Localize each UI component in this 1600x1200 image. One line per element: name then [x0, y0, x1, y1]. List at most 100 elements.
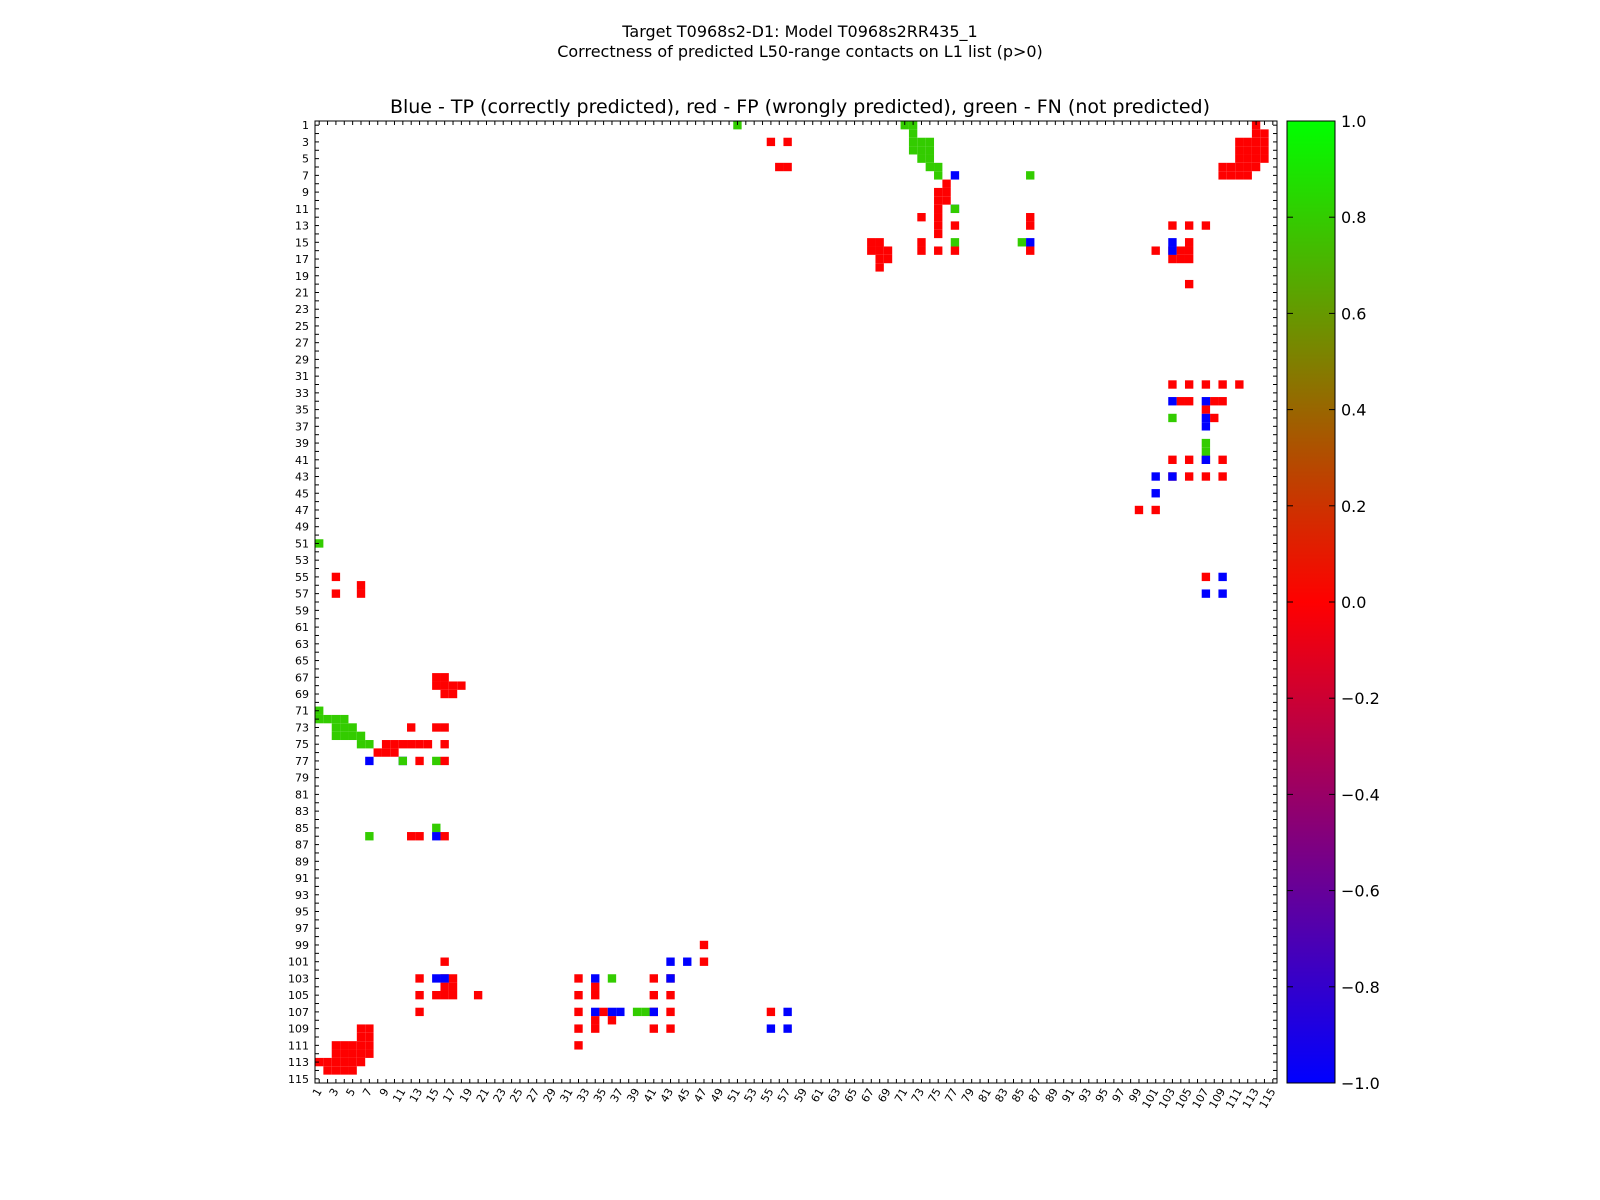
cell-fp-73-15	[432, 723, 441, 732]
cell-fp-17-105	[1184, 254, 1194, 264]
x-tick-label: 75	[926, 1086, 944, 1105]
cell-tp-103-15	[432, 974, 441, 983]
cell-fn-5-73	[917, 154, 926, 163]
cell-fp-16-67	[867, 246, 876, 255]
x-tick-label: 57	[775, 1086, 793, 1105]
cell-fn-7-86	[1026, 171, 1035, 180]
cell-fp-76-10	[390, 748, 399, 757]
cell-fp-3-57	[783, 137, 792, 147]
x-tick-label: 65	[842, 1086, 860, 1105]
cell-fp-77-13	[415, 756, 424, 766]
y-tick-label: 11	[295, 203, 309, 216]
cell-fp-4-112	[1243, 146, 1252, 155]
cell-fp-5-112	[1243, 154, 1252, 163]
cell-fp-56-6	[356, 581, 366, 590]
x-tick-label: 29	[541, 1086, 559, 1105]
cell-tp-15-103	[1168, 238, 1177, 247]
y-tick-label: 13	[295, 220, 309, 233]
cell-fp-13-75	[934, 221, 943, 230]
cell-tp-109-55	[766, 1024, 776, 1033]
cell-fp-16-77	[950, 246, 960, 255]
cell-fp-9-75	[934, 187, 943, 197]
y-tick-label: 71	[295, 705, 309, 718]
cell-tp-41-107	[1201, 455, 1211, 464]
cell-fp-15-67	[867, 238, 876, 247]
cell-fp-113-5	[348, 1057, 357, 1067]
cell-fp-103-17	[448, 974, 458, 983]
cell-fn-73-4	[340, 723, 349, 732]
cell-fp-108-36	[607, 1016, 617, 1025]
cell-fp-75-12	[407, 740, 416, 749]
cell-tp-34-103	[1168, 397, 1177, 406]
colorbar-tick-label: 0.0	[1341, 593, 1366, 612]
cell-tp-43-103	[1168, 472, 1177, 481]
x-tick-label: 71	[892, 1086, 910, 1105]
y-tick-label: 55	[295, 571, 309, 584]
cell-fp-11-75	[934, 204, 943, 214]
colorbar-tick-label: −0.2	[1341, 689, 1380, 708]
x-tick-label: 23	[491, 1086, 509, 1105]
cell-fp-104-16	[440, 982, 449, 991]
cell-fn-86-7	[365, 832, 374, 841]
cell-fp-113-6	[356, 1057, 366, 1067]
x-tick-label: 1	[310, 1086, 325, 1099]
cell-fp-16-69	[883, 246, 893, 255]
cell-fp-3-113	[1251, 137, 1261, 147]
cell-fp-6-111	[1235, 162, 1244, 172]
y-tick-label: 35	[295, 404, 309, 417]
cell-fp-69-17	[448, 689, 458, 699]
x-tick-label: 9	[377, 1086, 392, 1099]
x-tick-label: 27	[524, 1086, 542, 1105]
y-tick-label: 73	[295, 721, 309, 734]
x-tick-label: 31	[557, 1086, 575, 1105]
x-tick-label: 93	[1076, 1086, 1094, 1105]
cell-fp-34-109	[1218, 397, 1227, 406]
x-tick-label: 99	[1126, 1086, 1144, 1105]
cell-fp-75-16	[440, 740, 449, 749]
cell-fp-16-73	[917, 246, 926, 255]
cell-fp-15-68	[875, 238, 884, 247]
cell-fp-110-6	[356, 1032, 366, 1042]
colorbar-tick-label: −1.0	[1341, 1074, 1380, 1093]
cell-fp-34-104	[1176, 397, 1185, 406]
cell-fp-75-9	[381, 740, 391, 749]
cell-fp-109-6	[356, 1024, 366, 1033]
y-tick-label: 97	[295, 922, 309, 935]
y-tick-label: 57	[295, 588, 309, 601]
cell-fp-6-56	[775, 162, 784, 172]
cell-fp-111-32	[574, 1041, 583, 1050]
cell-tp-107-41	[649, 1007, 658, 1017]
x-tick-label: 95	[1093, 1086, 1111, 1105]
cell-fn-71-1	[315, 706, 324, 715]
cell-fn-3-74	[925, 137, 935, 147]
cell-fn-5-74	[925, 154, 935, 163]
cell-fp-107-43	[666, 1007, 675, 1017]
y-tick-label: 101	[288, 956, 309, 969]
cell-fp-32-103	[1168, 380, 1177, 389]
cell-tp-57-109	[1218, 589, 1227, 598]
cell-fp-55-107	[1201, 572, 1211, 582]
cell-fp-112-7	[365, 1049, 374, 1058]
y-tick-label: 113	[288, 1056, 309, 1069]
cell-fp-101-47	[699, 957, 709, 966]
cell-fp-105-20	[473, 990, 483, 1000]
colorbar-tick-label: 0.8	[1341, 208, 1366, 227]
cell-fp-73-12	[407, 723, 416, 732]
colorbar-tick-label: 0.4	[1341, 401, 1366, 420]
cell-fn-77-15	[432, 756, 441, 766]
cell-fp-112-6	[356, 1049, 366, 1058]
x-tick-label: 91	[1059, 1086, 1077, 1105]
cell-fp-6-110	[1226, 162, 1236, 172]
colorbar-tick-label: −0.8	[1341, 978, 1380, 997]
cell-fp-75-10	[390, 740, 399, 749]
cell-fp-2-113	[1251, 129, 1261, 138]
cell-fp-73-16	[440, 723, 449, 732]
cell-fp-68-17	[448, 681, 458, 690]
cell-fp-105-15	[432, 990, 441, 1000]
cell-fp-105-32	[574, 990, 583, 1000]
cell-fp-105-43	[666, 990, 675, 1000]
x-tick-label: 87	[1026, 1086, 1044, 1105]
cell-fp-76-8	[373, 748, 382, 757]
cell-tp-55-109	[1218, 572, 1227, 582]
cell-tp-43-101	[1151, 472, 1160, 481]
